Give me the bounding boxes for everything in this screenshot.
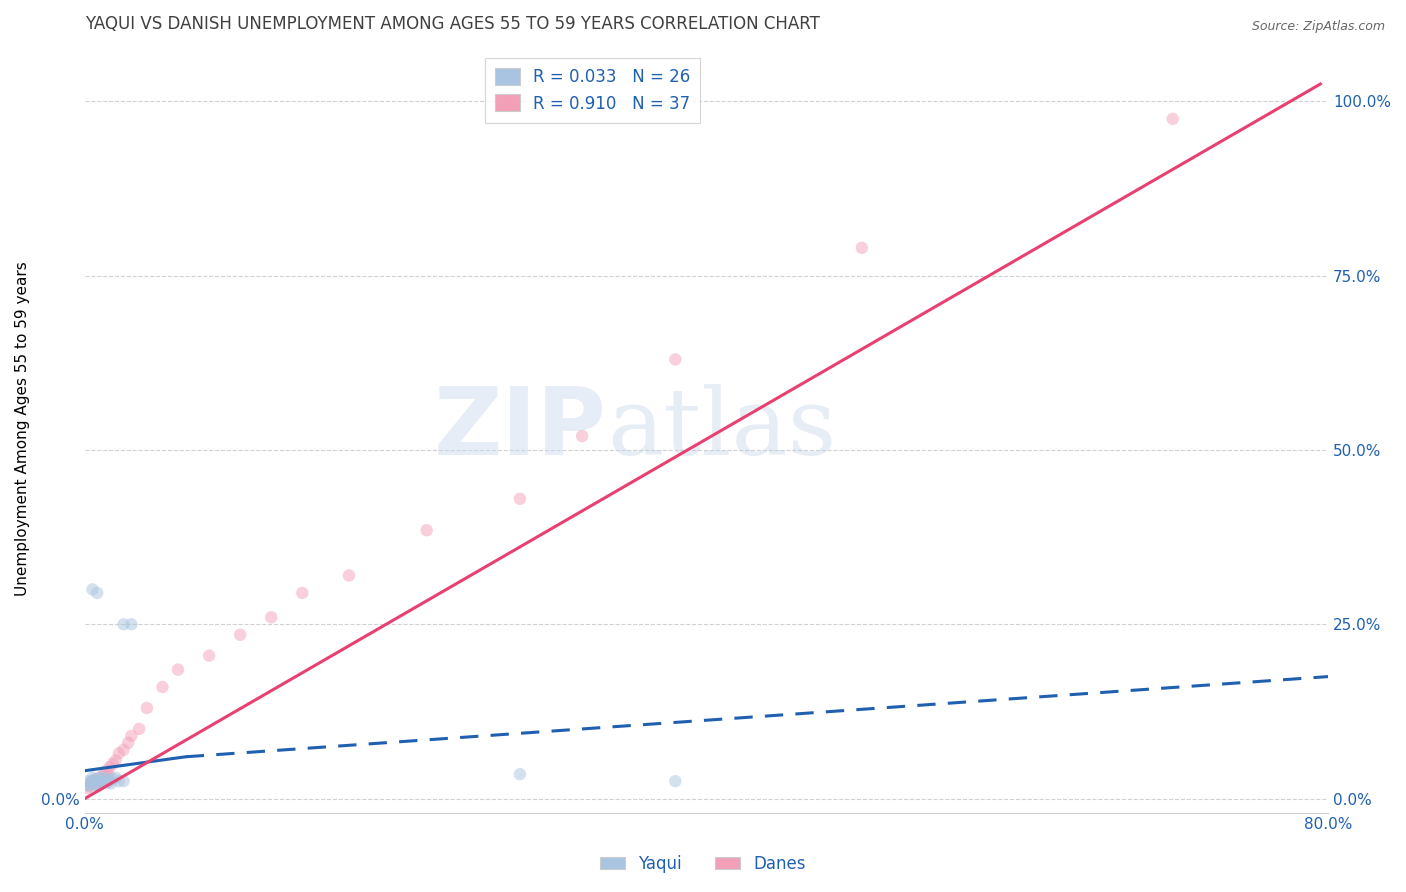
Legend: R = 0.033   N = 26, R = 0.910   N = 37: R = 0.033 N = 26, R = 0.910 N = 37 xyxy=(485,58,700,122)
Point xyxy=(1161,112,1184,126)
Point xyxy=(84,772,107,786)
Point xyxy=(152,680,174,694)
Point xyxy=(337,568,360,582)
Point xyxy=(90,774,112,789)
Point xyxy=(84,778,107,792)
Point xyxy=(100,776,122,790)
Point xyxy=(108,774,131,789)
Point xyxy=(94,774,117,789)
Point xyxy=(98,760,121,774)
Point xyxy=(98,774,121,789)
Text: YAQUI VS DANISH UNEMPLOYMENT AMONG AGES 55 TO 59 YEARS CORRELATION CHART: YAQUI VS DANISH UNEMPLOYMENT AMONG AGES … xyxy=(84,15,820,33)
Text: Source: ZipAtlas.com: Source: ZipAtlas.com xyxy=(1251,20,1385,33)
Point xyxy=(82,774,104,789)
Point xyxy=(86,776,108,790)
Point xyxy=(415,523,437,537)
Point xyxy=(664,774,686,789)
Text: ZIP: ZIP xyxy=(434,383,607,475)
Point xyxy=(112,743,135,757)
Point xyxy=(82,771,104,785)
Point xyxy=(75,778,97,792)
Point xyxy=(97,772,120,786)
Legend: Yaqui, Danes: Yaqui, Danes xyxy=(593,848,813,880)
Point xyxy=(104,753,127,767)
Point xyxy=(76,781,98,796)
Point xyxy=(120,617,142,632)
Point xyxy=(93,771,115,785)
Point xyxy=(75,778,97,792)
Point xyxy=(229,628,252,642)
Point xyxy=(96,764,118,778)
Point xyxy=(80,776,103,790)
Point xyxy=(664,352,686,367)
Point xyxy=(104,771,127,785)
Point xyxy=(101,756,124,771)
Point xyxy=(112,617,135,632)
Point xyxy=(571,429,593,443)
Point xyxy=(101,772,124,786)
Y-axis label: Unemployment Among Ages 55 to 59 years: Unemployment Among Ages 55 to 59 years xyxy=(15,261,30,597)
Point xyxy=(117,736,139,750)
Point xyxy=(79,779,101,793)
Point xyxy=(90,776,112,790)
Point xyxy=(108,746,131,760)
Point xyxy=(86,586,108,600)
Point xyxy=(80,776,103,790)
Point xyxy=(86,774,108,789)
Point xyxy=(83,774,105,789)
Point xyxy=(83,778,105,792)
Point xyxy=(851,241,873,255)
Point xyxy=(89,774,111,789)
Point xyxy=(82,774,104,789)
Point xyxy=(82,582,104,597)
Point xyxy=(84,772,107,786)
Point xyxy=(79,779,101,793)
Point xyxy=(89,771,111,785)
Text: atlas: atlas xyxy=(607,384,837,475)
Point xyxy=(89,771,111,785)
Point xyxy=(94,771,117,785)
Point xyxy=(128,722,150,736)
Point xyxy=(260,610,283,624)
Point xyxy=(97,767,120,781)
Point xyxy=(112,774,135,789)
Point xyxy=(135,701,157,715)
Point xyxy=(76,774,98,789)
Point xyxy=(509,491,531,506)
Point xyxy=(93,767,115,781)
Point xyxy=(120,729,142,743)
Point xyxy=(198,648,221,663)
Point xyxy=(87,779,110,793)
Point xyxy=(167,663,190,677)
Point xyxy=(96,776,118,790)
Point xyxy=(509,767,531,781)
Point xyxy=(87,776,110,790)
Point xyxy=(291,586,314,600)
